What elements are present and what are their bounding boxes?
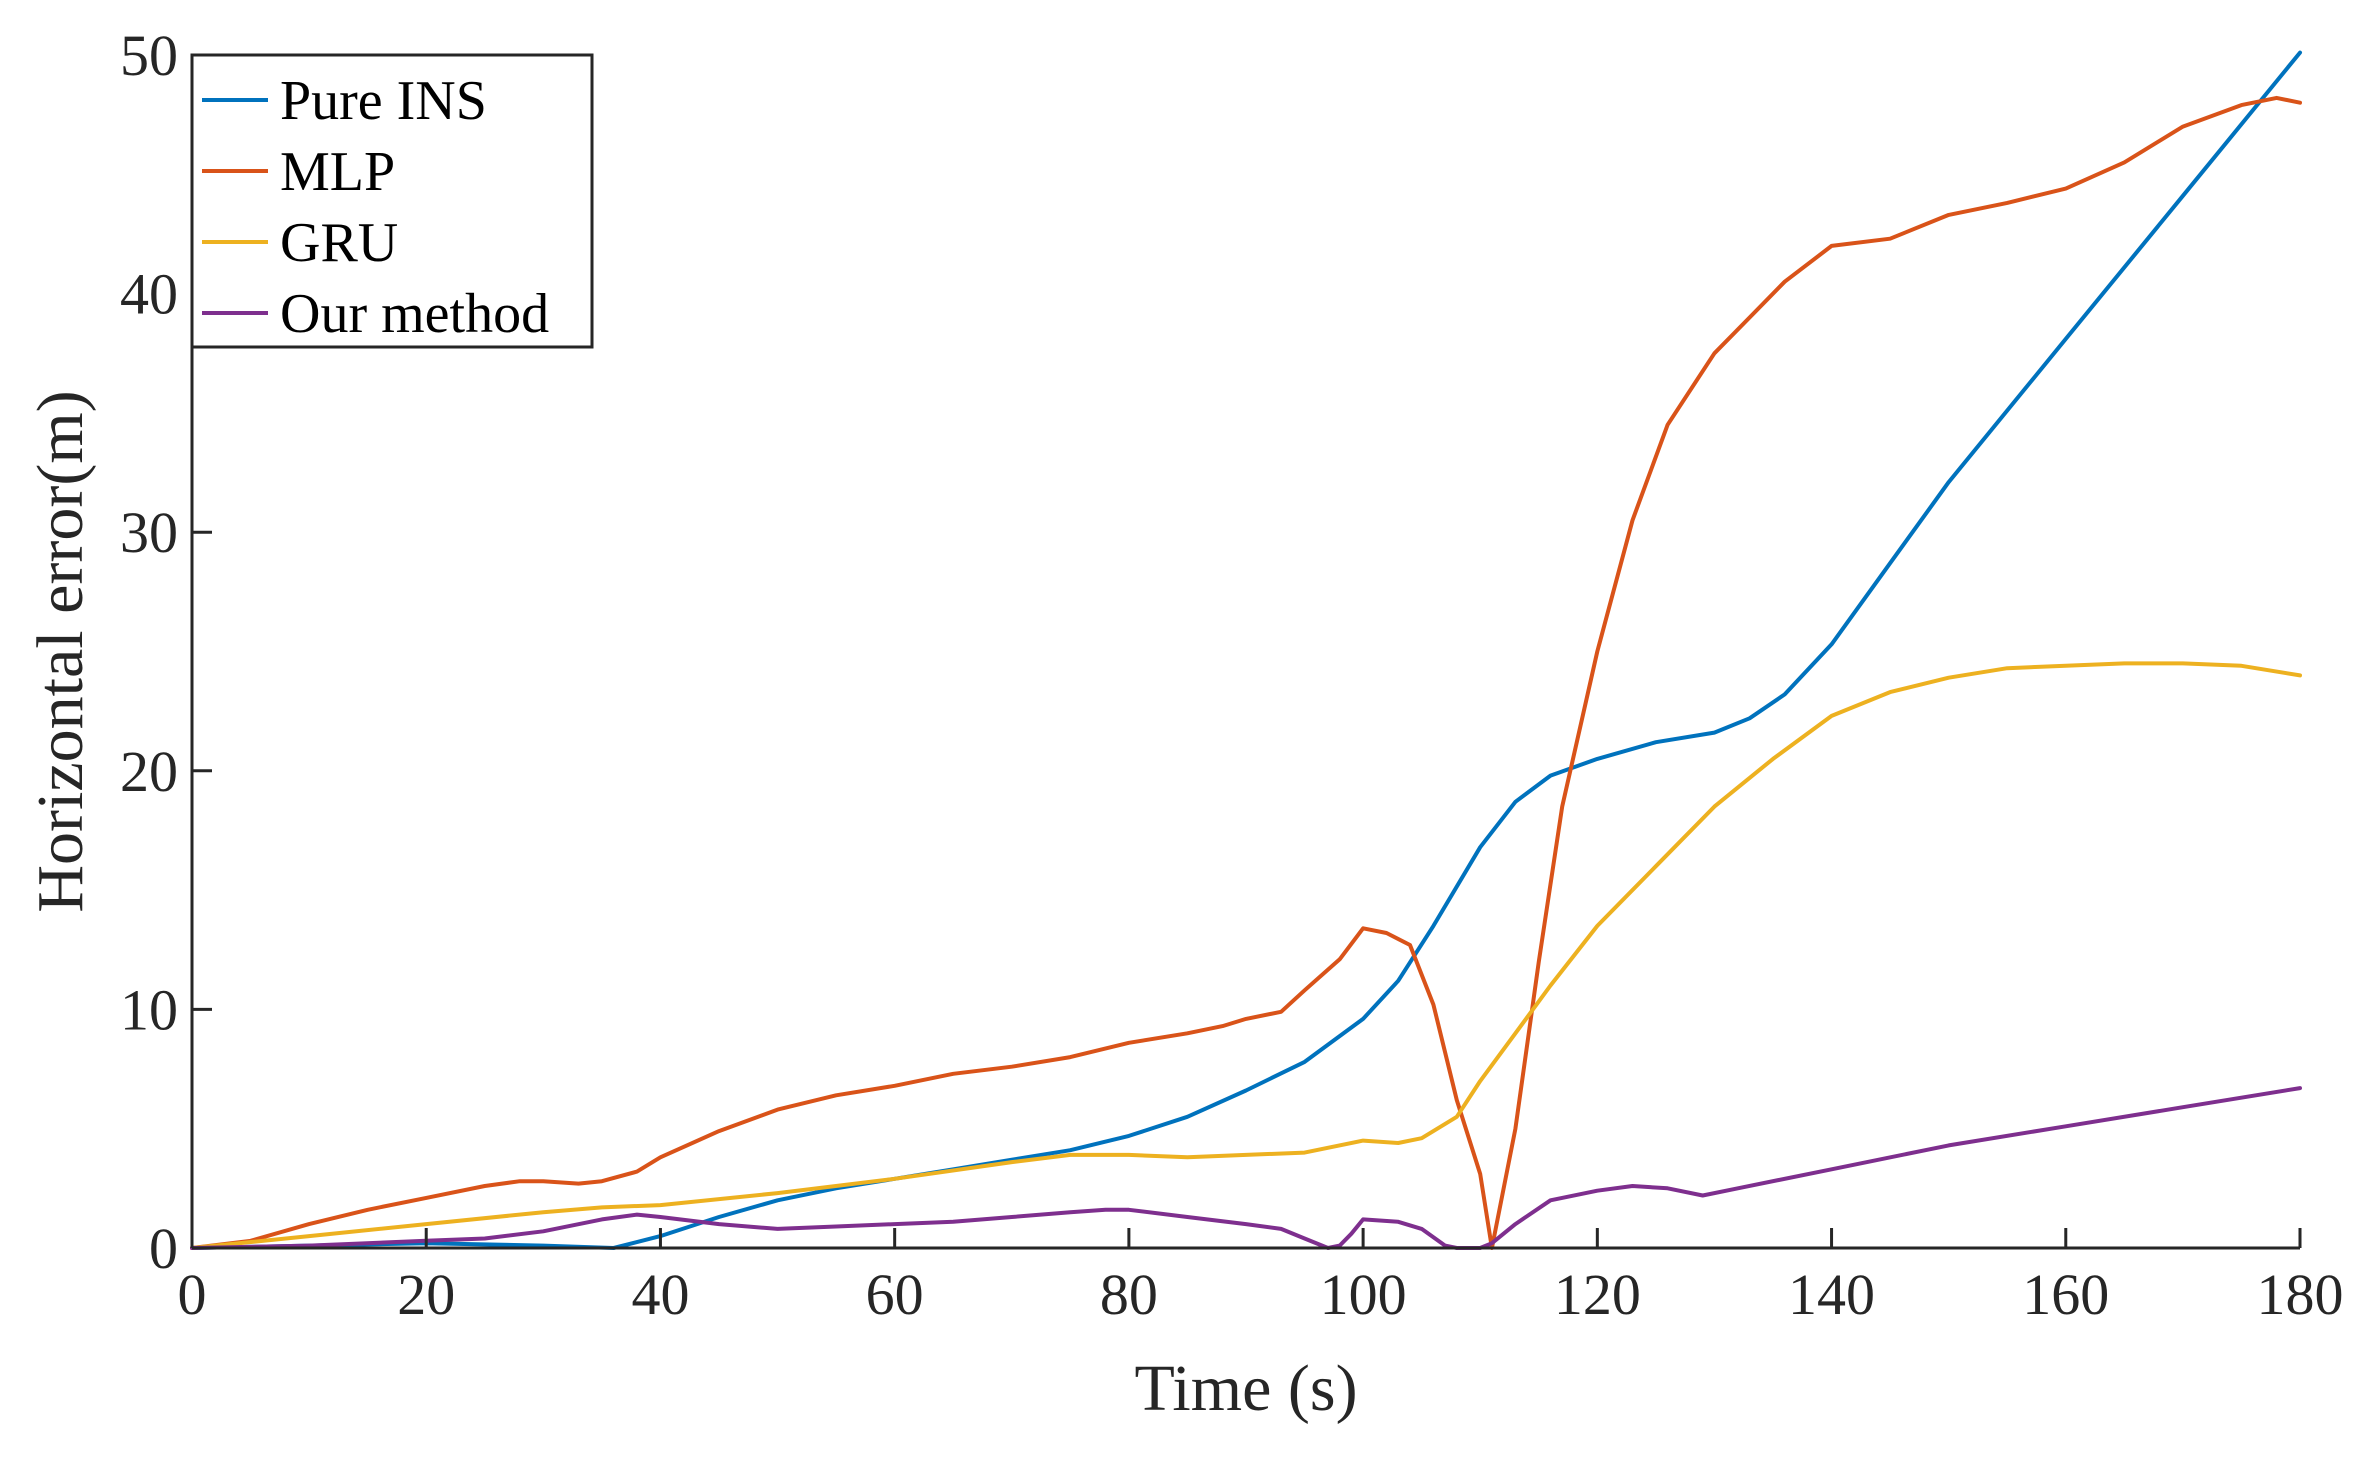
x-tick-label: 40: [631, 1262, 689, 1327]
legend-label: Our method: [280, 283, 549, 345]
x-tick-label: 160: [2022, 1262, 2109, 1327]
series-line-our-method: [190, 1086, 2302, 1250]
y-tick-label: 40: [120, 262, 178, 327]
x-tick-label: 100: [1320, 1262, 1407, 1327]
ticks-layer: 0 20 40 60 80 100 120 140 160 180 0 10 20 30 40 50: [120, 23, 2344, 1327]
series-line-mlp: [190, 95, 2302, 1250]
legend-box: [190, 53, 594, 349]
y-axis-label: Horizontal error(m): [24, 390, 97, 912]
legend-label: Pure INS: [280, 70, 487, 132]
x-tick-label: 0: [178, 1262, 207, 1327]
x-tick-label: 120: [1554, 1262, 1641, 1327]
legend-label: MLP: [280, 141, 395, 203]
series-line-gru: [190, 661, 2302, 1250]
y-tick-label: 10: [120, 977, 178, 1042]
x-tick-label: 180: [2257, 1262, 2344, 1327]
legend-entries: Pure INS MLP GRU Our method: [202, 70, 549, 345]
series-line-pure-ins: [190, 50, 2302, 1250]
y-tick-label: 30: [120, 500, 178, 565]
series-layer: [190, 50, 2302, 1250]
x-tick-label: 140: [1788, 1262, 1875, 1327]
legend-label: GRU: [280, 212, 398, 274]
x-tick-label: 80: [1100, 1262, 1158, 1327]
y-tick-label: 50: [120, 23, 178, 88]
legend: Pure INS MLP GRU Our method: [190, 53, 594, 349]
y-tick-label: 0: [149, 1216, 178, 1281]
x-tick-label: 20: [397, 1262, 455, 1327]
y-tick-label: 20: [120, 739, 178, 804]
x-tick-label: 60: [866, 1262, 924, 1327]
x-axis-label: Time (s): [1134, 1352, 1357, 1425]
